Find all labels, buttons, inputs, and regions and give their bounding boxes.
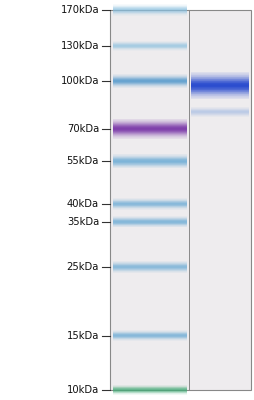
Bar xyxy=(113,138,187,139)
Bar xyxy=(191,84,249,85)
Bar xyxy=(113,122,187,123)
Bar xyxy=(191,95,249,96)
Text: 25kDa: 25kDa xyxy=(67,262,99,272)
Text: 100kDa: 100kDa xyxy=(60,76,99,86)
Bar xyxy=(191,74,249,75)
Text: 170kDa: 170kDa xyxy=(60,5,99,15)
Bar xyxy=(191,91,249,92)
Bar xyxy=(110,10,251,390)
Bar xyxy=(191,83,249,84)
Text: 10kDa: 10kDa xyxy=(67,385,99,395)
Bar xyxy=(113,133,187,134)
Bar xyxy=(191,96,249,97)
Bar xyxy=(191,76,249,77)
Bar xyxy=(113,137,187,138)
Bar xyxy=(191,97,249,98)
Bar xyxy=(113,126,187,127)
Bar xyxy=(113,119,187,120)
Bar xyxy=(113,132,187,133)
Bar xyxy=(191,79,249,80)
Bar xyxy=(191,87,249,88)
Text: 70kDa: 70kDa xyxy=(67,124,99,134)
Bar xyxy=(191,90,249,91)
Bar xyxy=(113,134,187,135)
Bar xyxy=(191,72,249,73)
Bar xyxy=(191,94,249,95)
Bar xyxy=(191,98,249,99)
Bar xyxy=(191,85,249,86)
Bar xyxy=(191,81,249,82)
Bar xyxy=(191,89,249,90)
Bar xyxy=(113,125,187,126)
Bar xyxy=(191,77,249,78)
Bar xyxy=(191,86,249,87)
Text: 35kDa: 35kDa xyxy=(67,217,99,227)
Bar xyxy=(191,78,249,79)
Bar xyxy=(113,131,187,132)
Bar xyxy=(113,136,187,137)
Text: 15kDa: 15kDa xyxy=(67,331,99,341)
Bar xyxy=(113,128,187,129)
Bar xyxy=(113,123,187,124)
Bar xyxy=(113,135,187,136)
Bar xyxy=(113,124,187,125)
Bar xyxy=(191,92,249,93)
Bar xyxy=(113,120,187,121)
Bar xyxy=(191,80,249,81)
Bar xyxy=(113,129,187,130)
Bar xyxy=(113,127,187,128)
Bar xyxy=(113,130,187,131)
Text: 40kDa: 40kDa xyxy=(67,199,99,209)
Bar xyxy=(191,73,249,74)
Bar xyxy=(113,121,187,122)
Bar xyxy=(191,93,249,94)
Text: 55kDa: 55kDa xyxy=(67,156,99,166)
Bar xyxy=(191,75,249,76)
Text: 130kDa: 130kDa xyxy=(60,41,99,51)
Bar xyxy=(191,88,249,89)
Bar xyxy=(191,82,249,83)
